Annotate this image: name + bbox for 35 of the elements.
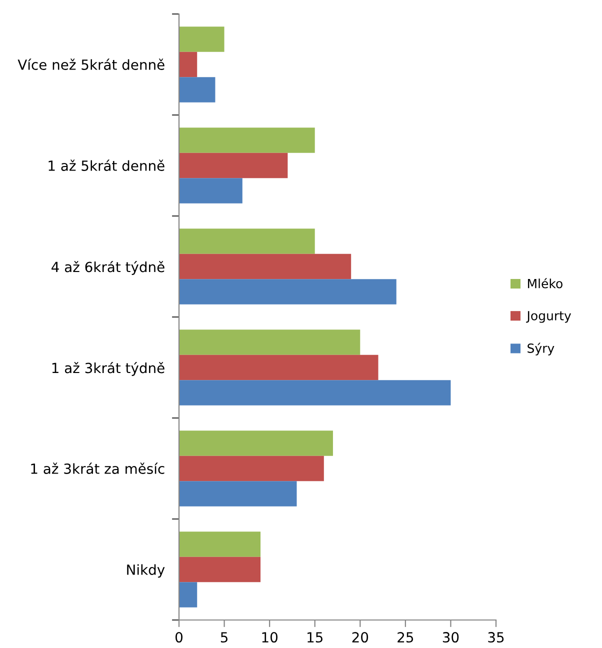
bar	[179, 152, 288, 178]
bar	[179, 77, 216, 102]
y-tick-label: Nikdy	[127, 564, 165, 578]
y-tick-label: 1 až 5krát denně	[48, 160, 164, 171]
x-tick-label: 35	[488, 632, 504, 643]
bar	[179, 354, 378, 380]
x-tick-label: 30	[442, 632, 459, 643]
x-tick-label: 25	[398, 632, 414, 643]
legend-label: Mléko	[528, 278, 562, 288]
bar	[179, 279, 396, 304]
legend-label: Sýry	[528, 342, 554, 356]
y-tick-label: Více než 5krát denně	[18, 58, 164, 70]
x-tick-label: 0	[175, 632, 182, 643]
bar	[179, 254, 352, 280]
bar	[179, 481, 297, 506]
bar	[179, 532, 261, 557]
bar	[179, 556, 261, 582]
bar	[179, 582, 198, 608]
x-tick-label: 15	[308, 632, 322, 643]
bar	[179, 430, 333, 456]
bar	[179, 456, 324, 482]
x-tick-label: 20	[352, 632, 368, 643]
bar	[179, 330, 360, 355]
bar	[179, 128, 315, 153]
bar	[179, 228, 315, 254]
x-tick-label: 5	[220, 632, 228, 643]
bar	[179, 52, 198, 78]
bar	[179, 380, 451, 406]
x-tick-label: 10	[262, 632, 278, 643]
y-tick-label: 4 až 6krát týdně	[52, 260, 164, 275]
y-tick-label: 1 až 3krát za měsíc	[31, 462, 164, 474]
legend-label: Jogurty	[526, 311, 572, 323]
bar	[179, 178, 242, 204]
y-tick-label: 1 až 3krát týdně	[52, 362, 164, 376]
bar	[179, 26, 224, 52]
